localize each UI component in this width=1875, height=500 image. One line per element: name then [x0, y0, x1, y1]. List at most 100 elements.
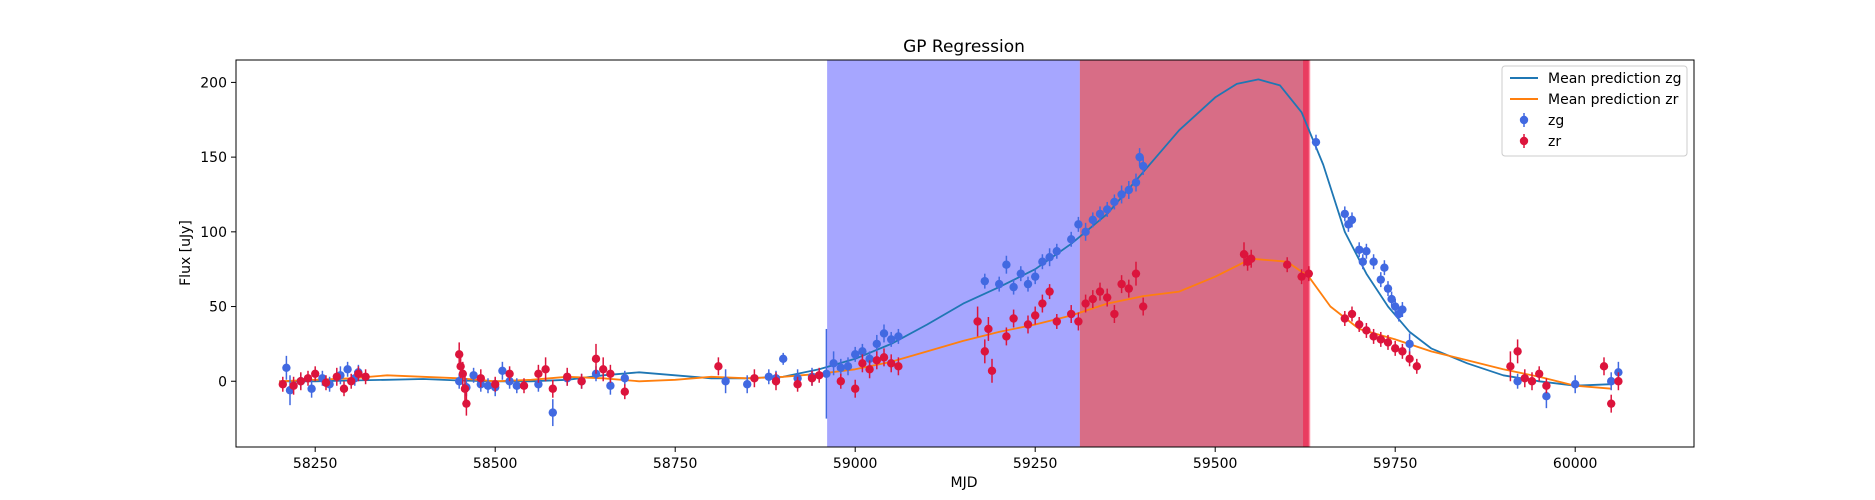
- shaded-regions: [827, 60, 1311, 447]
- marker: [1297, 272, 1306, 281]
- marker: [548, 408, 557, 417]
- marker: [519, 381, 529, 390]
- point-zg: [1311, 134, 1321, 150]
- point-zg: [879, 324, 889, 343]
- marker: [872, 356, 881, 365]
- marker: [1031, 311, 1040, 320]
- y-tick-label: 0: [218, 374, 227, 390]
- marker: [491, 380, 500, 389]
- point-zr: [321, 375, 331, 391]
- marker: [1038, 257, 1047, 266]
- point-zg: [1081, 222, 1090, 241]
- y-tick-label: 150: [200, 150, 227, 166]
- point-zr: [973, 306, 982, 337]
- marker: [1088, 215, 1098, 225]
- marker: [1103, 293, 1112, 302]
- marker: [843, 362, 853, 371]
- point-zg: [822, 328, 831, 419]
- point-zr: [1520, 369, 1530, 388]
- marker: [1067, 309, 1076, 319]
- marker: [1614, 377, 1623, 386]
- legend-box: [1501, 65, 1688, 157]
- point-zr: [339, 381, 349, 397]
- point-zg: [1513, 373, 1522, 389]
- marker: [1513, 377, 1522, 386]
- point-zr: [1009, 309, 1018, 328]
- marker: [1607, 399, 1616, 408]
- marker: [764, 372, 773, 381]
- point-zg: [743, 375, 752, 394]
- point-zr: [332, 367, 341, 386]
- point-zr: [1340, 311, 1350, 326]
- x-axis: 58250 58500 58750 59000 59250 59500 59750 60000: [293, 447, 1597, 472]
- marker: [865, 365, 874, 374]
- marker: [829, 359, 838, 368]
- legend: Mean prediction zg Mean prediction zr zg…: [1501, 65, 1688, 157]
- marker: [1088, 294, 1098, 304]
- point-zg: [851, 346, 860, 362]
- point-zg: [1067, 231, 1076, 247]
- point-zg: [887, 331, 896, 347]
- marker: [332, 372, 341, 381]
- marker: [1052, 317, 1062, 326]
- legend-label-zr-line: Mean prediction zr: [1548, 92, 1679, 108]
- marker: [1391, 344, 1400, 353]
- marker: [815, 371, 824, 380]
- marker: [307, 384, 316, 393]
- marker: [606, 369, 615, 378]
- point-zr: [1391, 340, 1400, 356]
- point-zg: [1376, 272, 1386, 288]
- marker: [1117, 190, 1126, 199]
- point-zg: [1362, 243, 1371, 259]
- marker: [894, 332, 903, 341]
- point-zr: [1304, 266, 1314, 282]
- marker: [541, 365, 550, 374]
- marker: [1340, 209, 1350, 219]
- marker: [750, 374, 759, 383]
- marker: [1304, 269, 1314, 278]
- point-zr: [872, 351, 881, 370]
- point-zg: [1052, 243, 1062, 259]
- point-zr: [1117, 275, 1126, 294]
- marker: [1139, 161, 1148, 171]
- point-zr: [879, 348, 889, 367]
- point-zg: [1380, 260, 1389, 276]
- marker: [879, 353, 889, 362]
- marker: [1095, 287, 1105, 296]
- marker: [1038, 299, 1047, 308]
- marker: [620, 387, 629, 396]
- marker: [1398, 305, 1407, 314]
- marker: [455, 350, 464, 359]
- point-zr: [1614, 372, 1623, 391]
- marker: [1311, 137, 1321, 147]
- data-points: [278, 134, 1623, 427]
- point-zg: [779, 352, 788, 365]
- marker: [282, 363, 291, 373]
- marker: [980, 347, 989, 356]
- point-zr: [476, 369, 485, 388]
- marker: [296, 377, 305, 386]
- marker: [1067, 235, 1076, 244]
- marker: [1052, 247, 1062, 256]
- point-zg: [1571, 375, 1580, 394]
- point-zr: [534, 364, 543, 383]
- point-zr: [563, 367, 572, 386]
- marker: [599, 365, 608, 374]
- marker: [1340, 314, 1350, 323]
- marker: [1023, 320, 1033, 329]
- marker: [1362, 326, 1371, 335]
- point-zg: [894, 328, 903, 344]
- point-zr: [1088, 290, 1098, 309]
- marker: [1009, 314, 1018, 323]
- marker: [1542, 381, 1551, 390]
- marker: [512, 381, 521, 390]
- marker: [460, 384, 470, 393]
- marker: [483, 381, 493, 390]
- point-zr: [887, 354, 896, 373]
- legend-marker-dot: [1519, 136, 1529, 146]
- point-zr: [620, 384, 629, 400]
- marker: [984, 324, 993, 334]
- point-zg: [1045, 248, 1054, 267]
- point-zr: [1067, 305, 1076, 323]
- marker: [1607, 377, 1616, 386]
